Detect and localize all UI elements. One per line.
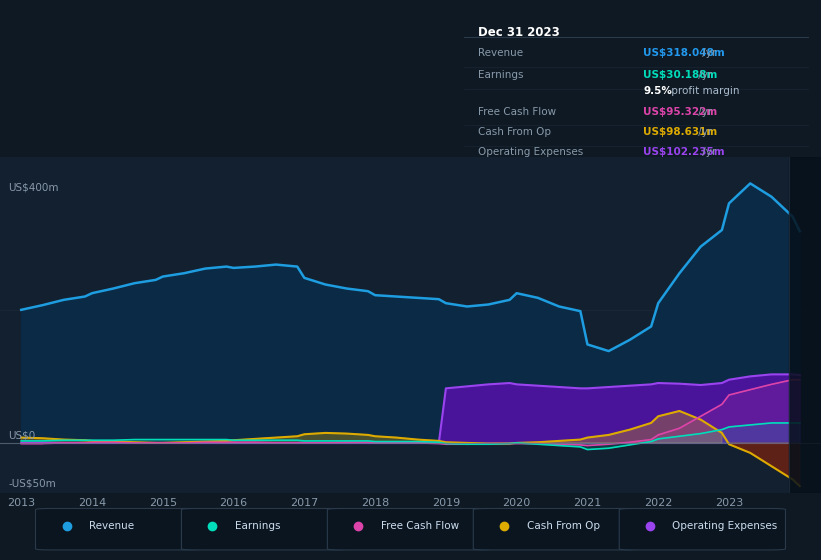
Text: /yr: /yr — [699, 48, 717, 58]
Text: US$102.235m: US$102.235m — [643, 147, 725, 157]
Text: Revenue: Revenue — [89, 521, 134, 531]
Text: 9.5%: 9.5% — [643, 86, 672, 96]
Text: Dec 31 2023: Dec 31 2023 — [478, 26, 559, 39]
Text: US$318.048m: US$318.048m — [643, 48, 725, 58]
FancyBboxPatch shape — [619, 508, 786, 550]
Text: Cash From Op: Cash From Op — [478, 127, 551, 137]
FancyBboxPatch shape — [181, 508, 348, 550]
Text: US$0: US$0 — [8, 430, 35, 440]
Text: US$400m: US$400m — [8, 183, 59, 193]
Text: /yr: /yr — [695, 127, 712, 137]
Text: Earnings: Earnings — [235, 521, 280, 531]
FancyBboxPatch shape — [35, 508, 202, 550]
FancyBboxPatch shape — [473, 508, 640, 550]
Text: Operating Expenses: Operating Expenses — [672, 521, 777, 531]
Text: /yr: /yr — [695, 70, 712, 80]
Text: Earnings: Earnings — [478, 70, 523, 80]
Text: /yr: /yr — [695, 106, 712, 116]
FancyBboxPatch shape — [328, 508, 493, 550]
Text: -US$50m: -US$50m — [8, 479, 56, 489]
Text: Cash From Op: Cash From Op — [526, 521, 599, 531]
Text: Revenue: Revenue — [478, 48, 523, 58]
Text: /yr: /yr — [699, 147, 717, 157]
Text: profit margin: profit margin — [668, 86, 740, 96]
Text: Free Cash Flow: Free Cash Flow — [478, 106, 556, 116]
Text: US$95.322m: US$95.322m — [643, 106, 718, 116]
Text: US$98.631m: US$98.631m — [643, 127, 718, 137]
Text: Operating Expenses: Operating Expenses — [478, 147, 583, 157]
Text: Free Cash Flow: Free Cash Flow — [381, 521, 459, 531]
Bar — [789, 157, 821, 493]
Text: US$30.188m: US$30.188m — [643, 70, 718, 80]
